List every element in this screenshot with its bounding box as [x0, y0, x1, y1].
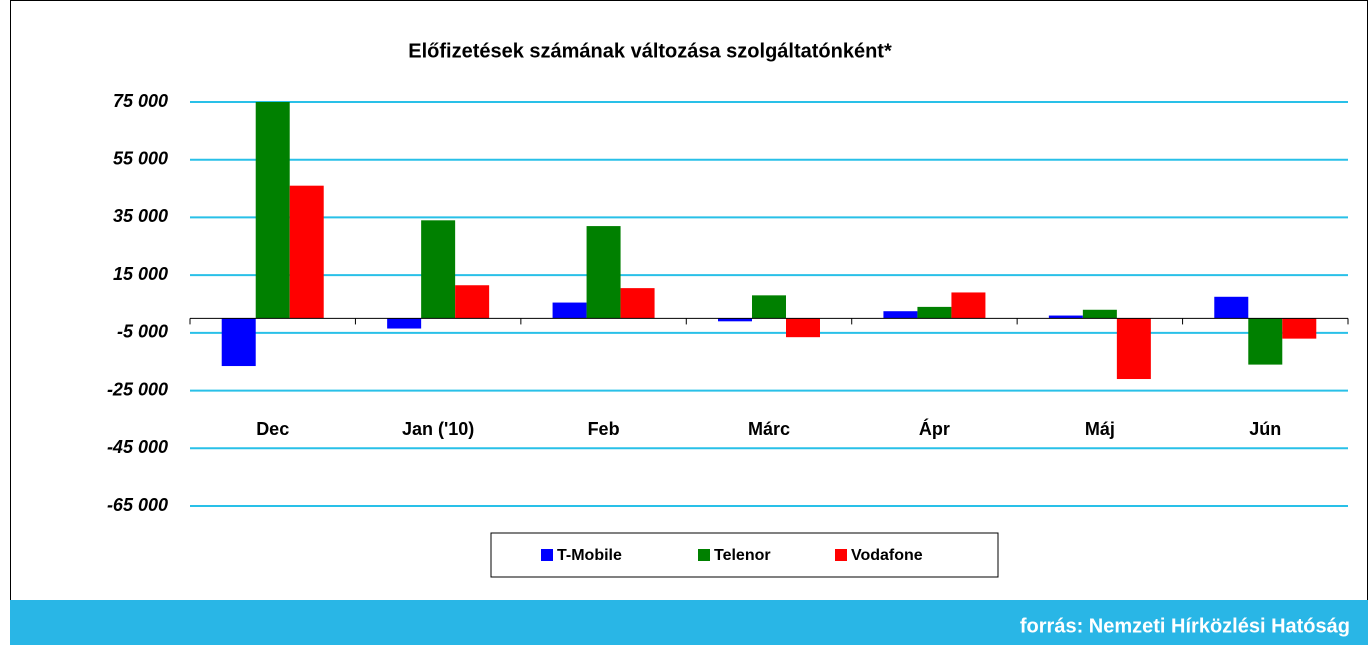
- legend-swatch: [541, 549, 553, 561]
- source: forrás: Nemzeti Hírközlési Hatóság: [1020, 615, 1350, 637]
- bar: [883, 311, 918, 319]
- x-tick-label: Jún: [1249, 419, 1281, 439]
- bar: [1048, 315, 1083, 319]
- y-tick-label: -5 000: [117, 322, 168, 342]
- bar: [620, 288, 655, 319]
- frame: [10, 0, 1368, 601]
- bar: [221, 318, 256, 367]
- bar: [552, 302, 587, 319]
- legend-box: [490, 532, 999, 578]
- bar: [255, 102, 290, 319]
- legend-swatch: [698, 549, 710, 561]
- x-tick-label: Jan ('10): [402, 419, 474, 439]
- bar: [1248, 318, 1283, 365]
- x-tick-label: Máj: [1085, 419, 1115, 439]
- legend-label: T-Mobile: [557, 547, 622, 564]
- chart-title: Előfizetések számának változása szolgált…: [408, 40, 892, 62]
- legend-label: Vodafone: [851, 547, 923, 564]
- bar: [387, 318, 422, 329]
- bar: [421, 220, 456, 319]
- bar: [1214, 296, 1249, 319]
- y-tick-label: 35 000: [113, 206, 168, 226]
- y-tick-label: -65 000: [107, 495, 168, 515]
- bar: [752, 295, 786, 319]
- footer-band: [10, 600, 1368, 645]
- bar: [718, 318, 752, 322]
- bar: [455, 285, 490, 319]
- y-tick-label: 55 000: [113, 148, 168, 168]
- bar: [1116, 318, 1151, 380]
- y-tick-label: -25 000: [107, 379, 168, 399]
- x-tick-label: Dec: [256, 419, 289, 439]
- bar: [917, 306, 952, 319]
- bar: [289, 185, 324, 319]
- x-tick-label: Feb: [588, 419, 620, 439]
- y-tick-label: 75 000: [113, 91, 168, 111]
- y-tick-label: 15 000: [113, 264, 168, 284]
- bar: [1282, 318, 1317, 339]
- bar: [586, 226, 621, 319]
- x-tick-label: Márc: [748, 419, 790, 439]
- x-tick-label: Ápr: [919, 418, 950, 439]
- bar: [1082, 309, 1117, 319]
- legend-label: Telenor: [714, 547, 771, 564]
- y-tick-label: -45 000: [107, 437, 168, 457]
- bar: [951, 292, 986, 319]
- legend-swatch: [835, 549, 847, 561]
- bar: [786, 318, 820, 338]
